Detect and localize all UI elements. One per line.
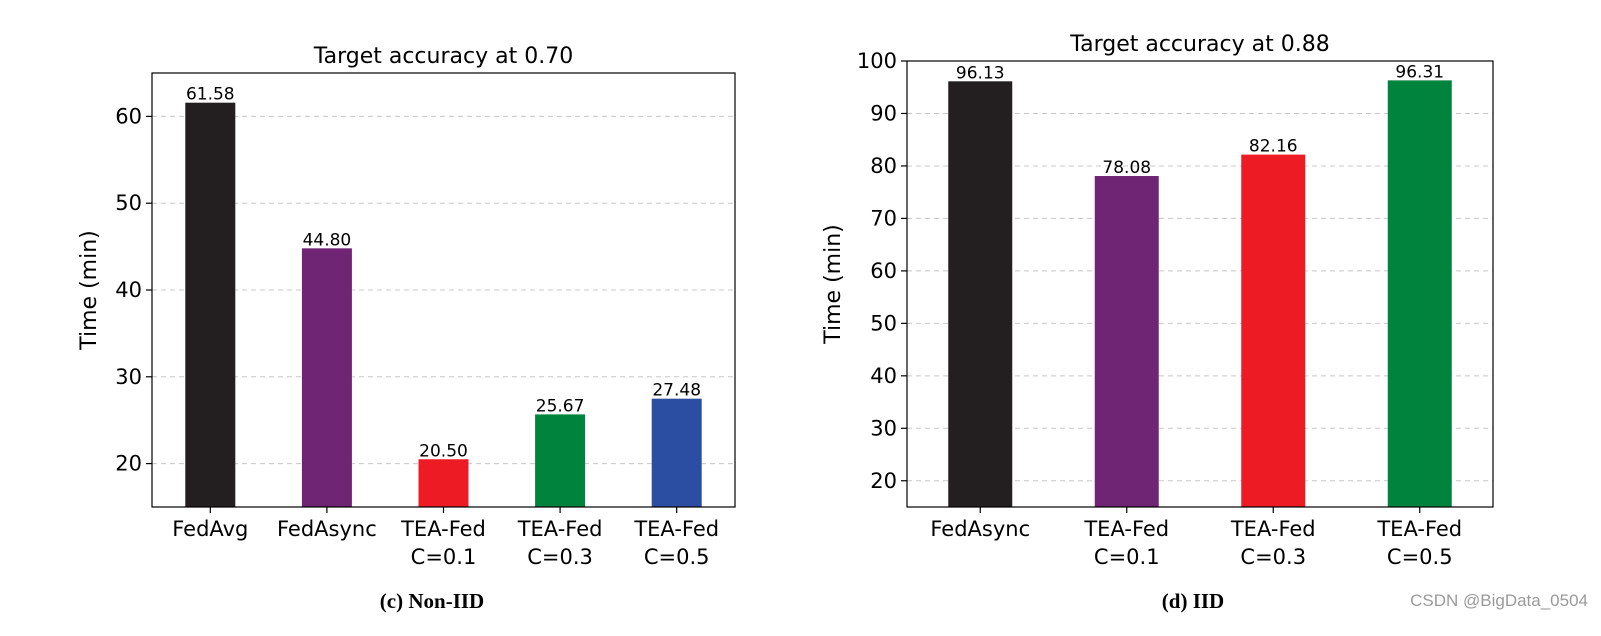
bar-value-label: 96.31 <box>1395 62 1444 82</box>
y-tick-label: 30 <box>115 365 142 389</box>
chart-iid: 20 30 40 50 60 70 80 90 100 96.13 FedAsync 78.08 TEA… <box>821 32 1494 613</box>
y-tick-label: 90 <box>870 101 897 125</box>
y-axis-label: Time (min) <box>821 224 846 345</box>
x-tick-label: TEA-Fed C=0.3 <box>1230 517 1316 569</box>
plot-frame <box>906 60 1494 508</box>
x-tick-label-line: TEA-Fed <box>517 517 603 541</box>
chart-title: Target accuracy at 0.88 <box>1069 32 1329 57</box>
bar <box>1241 154 1306 507</box>
x-tick-label: TEA-Fed C=0.1 <box>1083 517 1169 569</box>
y-tick-label: 100 <box>857 49 897 73</box>
x-tick-label-line: C=0.1 <box>1094 545 1160 569</box>
bar-value-label: 78.08 <box>1102 158 1151 178</box>
y-tick-label: 50 <box>870 311 897 335</box>
y-tick-label: 20 <box>870 469 897 493</box>
x-tick-label-line: FedAsync <box>277 517 377 541</box>
x-tick-label-line: TEA-Fed <box>1230 517 1316 541</box>
bar <box>1094 176 1159 507</box>
bar <box>948 81 1013 507</box>
x-tick-label: TEA-Fed C=0.1 <box>400 517 486 569</box>
bar <box>301 248 352 507</box>
x-tick-label-line: FedAsync <box>930 517 1030 541</box>
y-tick-label: 40 <box>115 278 142 302</box>
x-tick-label-line: C=0.5 <box>1387 545 1453 569</box>
bar <box>418 459 469 507</box>
x-tick-label-line: FedAvg <box>172 517 248 541</box>
plot-frame <box>151 72 736 508</box>
x-tick-label-line: C=0.1 <box>411 545 477 569</box>
chart-non-iid: 20 30 40 50 60 61.58 FedAvg 44.80 FedAsync 20.50 T… <box>77 44 736 613</box>
subfigure-caption: (d) IID <box>1162 589 1224 613</box>
x-tick-label: FedAvg <box>172 517 248 541</box>
y-tick-label: 50 <box>115 191 142 215</box>
x-tick-label: TEA-Fed C=0.3 <box>517 517 603 569</box>
x-tick-label: FedAsync <box>930 517 1030 541</box>
bar-value-label: 61.58 <box>186 85 235 105</box>
y-tick-label: 80 <box>870 154 897 178</box>
x-tick-label-line: TEA-Fed <box>400 517 486 541</box>
x-tick-label: FedAsync <box>277 517 377 541</box>
y-axis-label: Time (min) <box>77 230 102 351</box>
bar-value-label: 44.80 <box>303 230 352 250</box>
y-tick-label: 70 <box>870 206 897 230</box>
bar-value-label: 25.67 <box>536 396 585 416</box>
bar-value-label: 27.48 <box>652 381 701 401</box>
y-tick-label: 60 <box>870 259 897 283</box>
bar <box>185 102 236 507</box>
x-tick-label-line: TEA-Fed <box>1376 517 1462 541</box>
x-tick-label-line: C=0.3 <box>527 545 593 569</box>
x-tick-label: TEA-Fed C=0.5 <box>1376 517 1462 569</box>
watermark: CSDN @BigData_0504 <box>1410 591 1588 610</box>
bar-value-label: 20.50 <box>419 441 468 461</box>
bar-value-label: 82.16 <box>1249 137 1298 157</box>
subfigure-caption: (c) Non-IID <box>380 589 484 613</box>
y-tick-label: 20 <box>115 452 142 476</box>
x-tick-label: TEA-Fed C=0.5 <box>633 517 719 569</box>
y-tick-label: 30 <box>870 416 897 440</box>
bar <box>651 398 702 507</box>
x-tick-label-line: C=0.3 <box>1240 545 1306 569</box>
bar-value-label: 96.13 <box>956 63 1005 83</box>
x-tick-label-line: TEA-Fed <box>633 517 719 541</box>
y-tick-label: 40 <box>870 364 897 388</box>
bar <box>535 414 586 507</box>
x-tick-label-line: TEA-Fed <box>1083 517 1169 541</box>
chart-title: Target accuracy at 0.70 <box>313 44 573 69</box>
bar <box>1387 80 1452 508</box>
x-tick-label-line: C=0.5 <box>644 545 710 569</box>
y-tick-label: 60 <box>115 104 142 128</box>
